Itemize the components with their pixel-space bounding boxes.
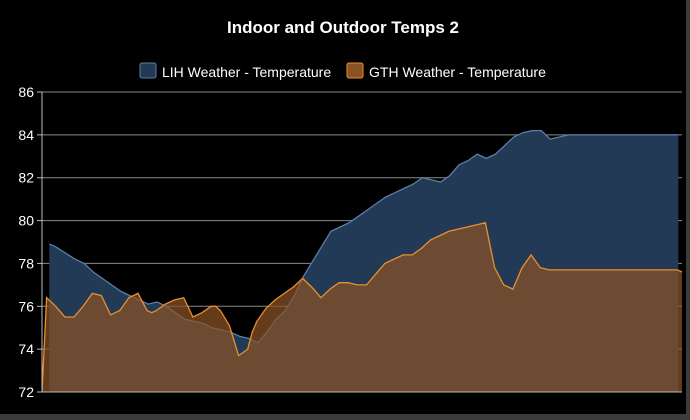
legend-label-gth[interactable]: GTH Weather - Temperature — [369, 64, 546, 80]
plot-area — [42, 129, 682, 392]
y-tick-label-78: 78 — [18, 255, 34, 271]
y-tick-label-80: 80 — [18, 213, 34, 229]
axes — [41, 92, 682, 393]
series-line-gth[interactable] — [42, 221, 682, 392]
y-tick-label-74: 74 — [18, 341, 34, 357]
legend-swatch-gth[interactable] — [346, 62, 364, 79]
y-tick-label-76: 76 — [18, 298, 34, 314]
legend-swatch-lih[interactable] — [139, 62, 157, 79]
legend-label-lih[interactable]: LIH Weather - Temperature — [162, 64, 331, 80]
legend: LIH Weather - Temperature GTH Weather - … — [139, 62, 546, 80]
series-area-gth — [42, 222, 682, 392]
series-line-lih[interactable] — [49, 129, 679, 344]
chart-title: Indoor and Outdoor Temps 2 — [227, 18, 459, 37]
y-axis-tick-labels: 72 74 76 78 80 82 84 86 — [18, 84, 34, 400]
y-tick-label-72: 72 — [18, 384, 34, 400]
y-tick-label-86: 86 — [18, 84, 34, 100]
y-tick-label-82: 82 — [18, 170, 34, 186]
y-tick-label-84: 84 — [18, 127, 34, 143]
